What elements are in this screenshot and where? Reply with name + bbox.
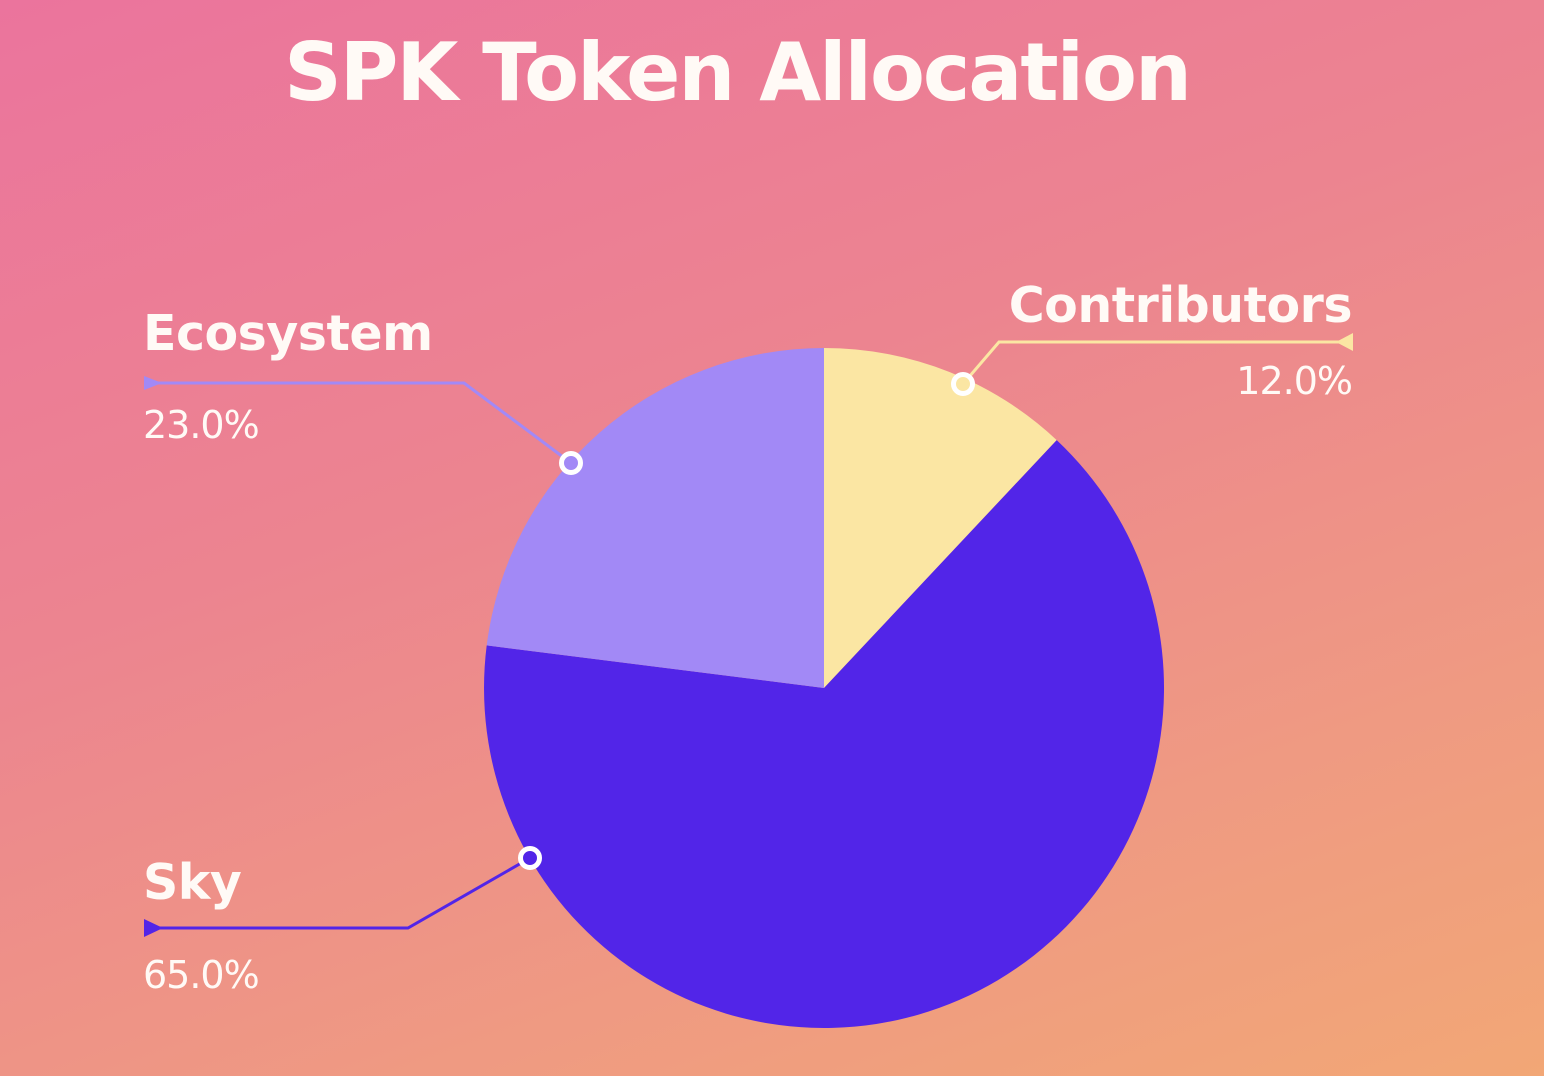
chart-title: SPK Token Allocation [284,26,1192,119]
contributors-leader-line [951,333,1353,396]
slice-contributors[interactable] [824,348,1057,688]
ecosystem-value: 23.0% [143,403,260,447]
sky-arrow-icon [144,919,163,937]
sky-marker-icon [518,846,542,870]
contributors-value: 12.0% [1236,359,1353,403]
sky-label: Sky [143,854,242,911]
sky-value: 65.0% [143,953,260,997]
sky-leader-line [144,846,542,937]
ecosystem-label: Ecosystem [143,305,433,362]
ecosystem-arrow-icon [144,376,162,390]
contributors-arrow-icon [1336,333,1353,351]
slice-sky[interactable] [484,440,1165,1029]
slice-ecosystem[interactable] [486,348,824,688]
contributors-marker-icon [951,372,975,396]
ecosystem-leader-line [144,376,583,475]
ecosystem-marker-icon [559,451,583,475]
contributors-label: Contributors [1008,277,1353,334]
